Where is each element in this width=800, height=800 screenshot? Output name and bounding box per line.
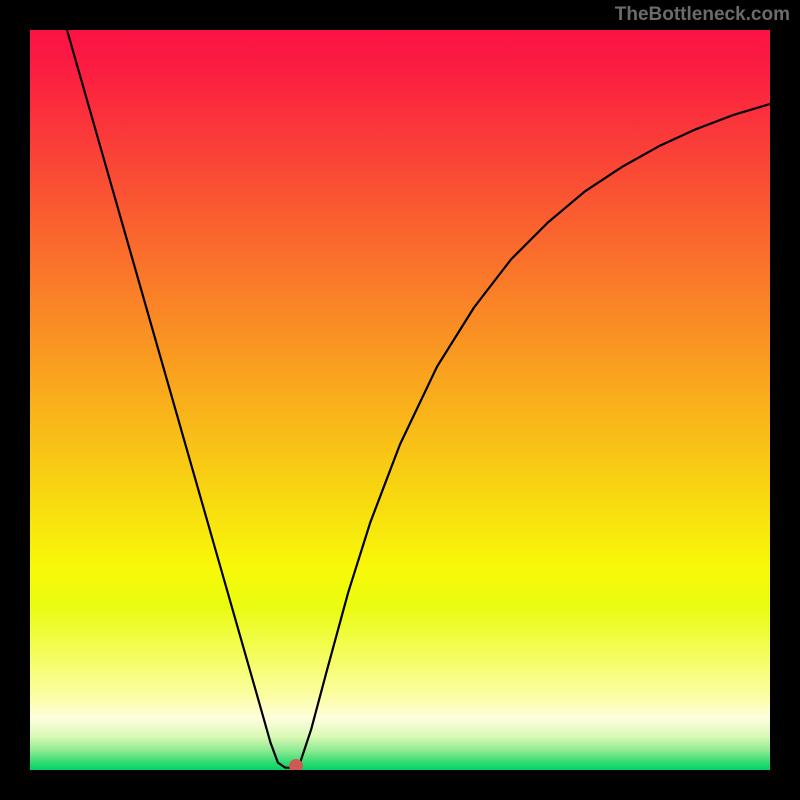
curve-path — [67, 30, 770, 768]
chart-root: TheBottleneck.com — [0, 0, 800, 800]
bottleneck-curve — [30, 30, 770, 770]
plot-area — [30, 30, 770, 770]
watermark-text: TheBottleneck.com — [615, 4, 790, 26]
